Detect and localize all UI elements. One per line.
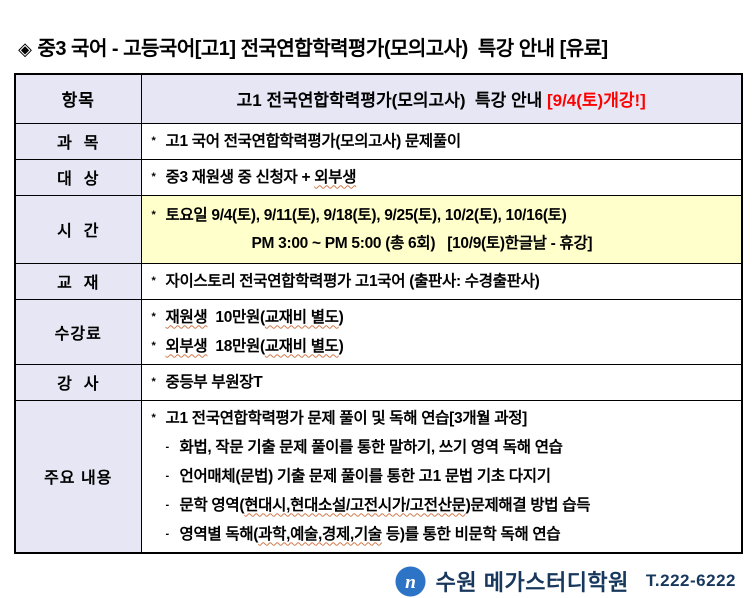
megastudy-logo-icon: n [395,565,426,597]
text-segment: )문제해결 방법 습득 [465,496,591,514]
spellcheck-flagged-text: 교재비 별도 [264,337,339,355]
row-content: * 토요일 9/4(토), 9/11(토), 9/18(토), 9/25(토), … [140,194,743,264]
text-segment: 18만원( [207,337,265,355]
header-title-cell: 고1 전국연합학력평가(모의고사) 특강 안내 [9/4(토)개강!] [140,73,743,124]
content-line: * 자이스토리 전국연합학력평가 고1국어 (출판사: 수경출판사) [152,267,736,296]
header-open-date-highlight: [9/4(토)개강!] [546,91,646,111]
row-content: * 자이스토리 전국연합학력평가 고1국어 (출판사: 수경출판사) [140,262,743,300]
content-line: PM 3:00 ~ PM 5:00 (총 6회) [10/9(토)한글날 - 휴… [152,230,736,258]
dash-bullet-icon: - [165,469,170,482]
phone-number: T.222-6222 [645,571,736,590]
text-segment: PM 3:00 ~ PM 5:00 (총 6회) [10/9(토)한글날 - 휴… [251,234,593,252]
text-segment: 중등부 부원장T [165,373,263,391]
spellcheck-flagged-text: 재원생 [165,308,208,326]
text-segment: 언어매체(문법) 기출 문제 풀이를 통한 고1 문법 기초 다지기 [179,467,551,485]
dash-bullet-icon: - [165,498,170,511]
text-segment: 토요일 9/4(토), 9/11(토), 9/18(토), 9/25(토), 1… [165,206,567,224]
lecture-info-table: 항목 고1 전국연합학력평가(모의고사) 특강 안내 [9/4(토)개강!] 과… [14,73,743,554]
content-line: - 언어매체(문법) 기출 문제 풀이를 통한 고1 문법 기초 다지기 [152,462,736,491]
asterisk-bullet-icon: * [151,134,156,147]
spellcheck-flagged-text: 교재비 별도 [264,308,339,326]
content-line: * 중등부 부원장T [152,368,736,397]
content-line: * 고1 국어 전국연합학력평가(모의고사) 문제풀이 [152,127,736,156]
content-line: * 외부생 18만원(교재비 별도) [152,332,736,361]
asterisk-bullet-icon: * [151,375,156,388]
spellcheck-flagged-text: 외부생 [165,337,208,355]
header-title-main: 고1 전국연합학력평가(모의고사) 특강 안내 [236,91,547,111]
table-row: 과 목 * 고1 국어 전국연합학력평가(모의고사) 문제풀이 [14,122,743,160]
asterisk-bullet-icon: * [151,310,156,323]
text-segment: ) [338,337,344,355]
content-line: * 중3 재원생 중 신청자 + 외부생 [152,163,736,192]
row-content: * 중등부 부원장T [140,363,743,401]
content-line: * 재원생 10만원(교재비 별도) [152,303,736,332]
asterisk-bullet-icon: * [151,411,156,424]
table-row: 수강료 * 재원생 10만원(교재비 별도) * 외부생 18만원(교재비 별도) [14,298,743,365]
text-segment: 10만원( [207,308,265,326]
row-label: 교 재 [14,262,142,300]
row-label: 수강료 [14,298,142,365]
dash-bullet-icon: - [165,527,170,540]
header-item-label: 항목 [14,73,142,124]
table-row: 대 상 * 중3 재원생 중 신청자 + 외부생 [14,158,743,196]
spellcheck-flagged-text: 과학,예술,경제,기술 [258,525,382,543]
row-label: 주요 내용 [14,399,142,553]
table-row: 강 사 * 중등부 부원장T [14,363,743,401]
row-content: * 재원생 10만원(교재비 별도) * 외부생 18만원(교재비 별도) [140,298,743,365]
row-label: 시 간 [14,194,142,264]
footer: n 수원 메가스터디학원 T.222-6222 [0,565,736,598]
text-segment: 자이스토리 전국연합학력평가 고1국어 (출판사: 수경출판사) [165,272,540,290]
svg-text:n: n [405,571,416,592]
row-content: * 중3 재원생 중 신청자 + 외부생 [140,158,743,196]
table-row: 교 재 * 자이스토리 전국연합학력평가 고1국어 (출판사: 수경출판사) [14,262,743,300]
asterisk-bullet-icon: * [151,208,156,221]
text-segment: ) [338,308,344,326]
academy-name: 수원 메가스터디학원 [435,570,629,595]
page-title-text: 중3 국어 - 고등국어[고1] 전국연합학력평가(모의고사) 특강 안내 [유… [37,38,608,60]
row-label: 과 목 [14,122,142,160]
text-segment: 고1 전국연합학력평가 문제 풀이 및 독해 연습[3개월 과정] [165,409,528,427]
content-line: * 고1 전국연합학력평가 문제 풀이 및 독해 연습[3개월 과정] [152,404,736,433]
text-segment: 문학 영역( [179,496,245,514]
content-line: - 영역별 독해(과학,예술,경제,기술 등)를 통한 비문학 독해 연습 [152,520,736,549]
table-row: 시 간 * 토요일 9/4(토), 9/11(토), 9/18(토), 9/25(토… [14,194,743,264]
spellcheck-flagged-text: 현대시,현대소설/고전시가/고전산문 [244,496,466,514]
content-line: - 문학 영역(현대시,현대소설/고전시가/고전산문)문제해결 방법 습득 [152,491,736,520]
asterisk-bullet-icon: * [151,274,156,287]
table-header-row: 항목 고1 전국연합학력평가(모의고사) 특강 안내 [9/4(토)개강!] [14,73,743,124]
text-segment: 등)를 통한 비문학 독해 연습 [381,525,561,543]
text-segment: 중3 재원생 중 신청자 + [165,168,315,186]
table-row: 주요 내용 * 고1 전국연합학력평가 문제 풀이 및 독해 연습[3개월 과정] -… [14,399,743,553]
row-content: * 고1 전국연합학력평가 문제 풀이 및 독해 연습[3개월 과정] - 화법, 작… [140,399,743,553]
text-segment: 영역별 독해( [179,525,259,543]
text-segment: 화법, 작문 기출 문제 풀이를 통한 말하기, 쓰기 영역 독해 연습 [179,438,563,456]
diamond-icon: ◈ [18,39,32,59]
asterisk-bullet-icon: * [151,339,156,352]
row-label: 대 상 [14,158,142,196]
row-content: * 고1 국어 전국연합학력평가(모의고사) 문제풀이 [140,122,743,160]
spellcheck-flagged-text: 외부생 [314,168,357,186]
asterisk-bullet-icon: * [151,170,156,183]
text-segment: 고1 국어 전국연합학력평가(모의고사) 문제풀이 [165,132,462,150]
row-label: 강 사 [14,363,142,401]
dash-bullet-icon: - [165,440,170,453]
content-line: * 토요일 9/4(토), 9/11(토), 9/18(토), 9/25(토), … [152,201,736,230]
content-line: - 화법, 작문 기출 문제 풀이를 통한 말하기, 쓰기 영역 독해 연습 [152,433,736,462]
page-title: ◈ 중3 국어 - 고등국어[고1] 전국연합학력평가(모의고사) 특강 안내 [… [8,9,756,61]
